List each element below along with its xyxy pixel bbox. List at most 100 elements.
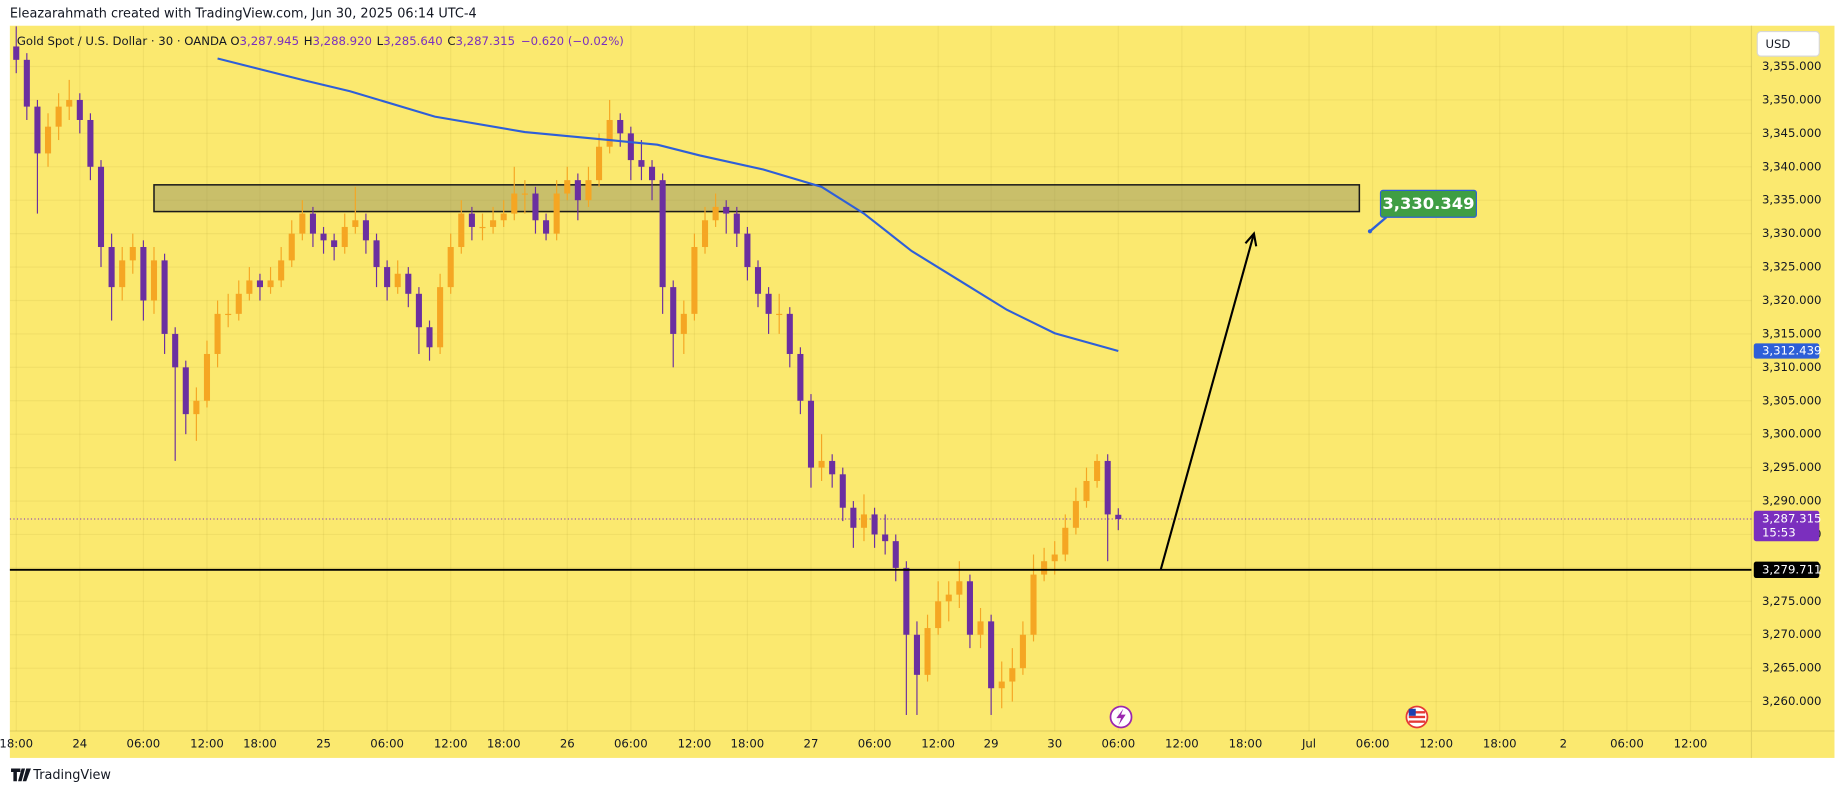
candle-body xyxy=(648,166,656,181)
ma-price-label: 3,312.439 xyxy=(1762,344,1821,358)
y-tick-label: 3,305.000 xyxy=(1762,393,1821,407)
candle-body xyxy=(945,594,952,602)
change: −0.620 (−0.02%) xyxy=(521,33,624,47)
candle-body xyxy=(235,293,242,314)
candle-body xyxy=(585,180,592,201)
ma-price-box xyxy=(1753,343,1820,359)
candle-body xyxy=(267,280,274,288)
candle-body xyxy=(659,180,666,288)
candle-body xyxy=(956,581,963,595)
x-tick-label: 06:00 xyxy=(370,736,404,750)
flag-stripe[interactable] xyxy=(1408,711,1426,714)
candle-body xyxy=(691,247,698,314)
candle-body xyxy=(712,206,719,221)
candle-body xyxy=(373,240,380,268)
candle-body xyxy=(913,634,920,675)
x-tick-label: 26 xyxy=(560,736,575,750)
candle-body xyxy=(606,119,613,147)
y-tick-label: 3,310.000 xyxy=(1762,360,1821,374)
candle-body xyxy=(76,99,83,120)
event-icon-bolt[interactable] xyxy=(1116,708,1126,726)
candle-body xyxy=(1051,554,1058,562)
x-tick-label: 30 xyxy=(1047,736,1062,750)
candle-body xyxy=(129,247,136,261)
candle-body xyxy=(415,293,422,328)
candle-body xyxy=(1019,634,1026,669)
x-tick-label: 12:00 xyxy=(434,736,468,750)
flag-stripe[interactable] xyxy=(1408,720,1426,723)
support-price-box xyxy=(1753,561,1820,579)
candle-body xyxy=(521,193,528,195)
x-tick-label: Jul xyxy=(1301,736,1316,750)
candle-body xyxy=(882,534,889,542)
x-tick-label: 24 xyxy=(72,736,87,750)
y-tick-label: 3,295.000 xyxy=(1762,460,1821,474)
chart-background xyxy=(9,25,1835,758)
ohlc-key: H xyxy=(304,33,313,47)
x-tick-label: 06:00 xyxy=(1356,736,1390,750)
target-point xyxy=(1367,229,1373,234)
x-tick-label: 18:00 xyxy=(243,736,277,750)
y-tick-label: 3,300.000 xyxy=(1762,427,1821,441)
x-tick-label: 18:00 xyxy=(1483,736,1517,750)
candle-body xyxy=(744,233,751,268)
flag-canton[interactable] xyxy=(1408,708,1416,716)
currency[interactable]: USD xyxy=(1765,37,1790,51)
y-tick-label: 3,340.000 xyxy=(1762,159,1821,173)
x-tick-label: 06:00 xyxy=(1610,736,1644,750)
candle-body xyxy=(458,213,465,248)
candle-body xyxy=(998,681,1005,689)
candle-body xyxy=(150,260,158,301)
moving-average xyxy=(217,57,1119,353)
y-tick-label: 3,320.000 xyxy=(1762,293,1821,307)
candle-body xyxy=(701,220,709,248)
candle-body xyxy=(903,567,910,635)
candle-body xyxy=(66,99,73,107)
currency-box[interactable] xyxy=(1756,30,1820,57)
candle-body xyxy=(172,333,179,368)
candle-body xyxy=(225,313,232,316)
candle-body xyxy=(860,514,868,528)
y-tick-label: 3,260.000 xyxy=(1762,694,1821,708)
candle-body xyxy=(1083,480,1090,502)
x-tick-label: 2 xyxy=(1560,736,1567,750)
candle-body xyxy=(966,581,973,635)
candle-body xyxy=(733,213,740,234)
x-tick-label: 29 xyxy=(984,736,999,750)
candle-body xyxy=(161,260,168,334)
ohlc-value: 3,287.315 xyxy=(456,33,515,47)
candle-body xyxy=(44,126,52,154)
candle-body xyxy=(680,313,687,334)
x-tick-label: 18:00 xyxy=(487,736,521,750)
candle-body xyxy=(1041,561,1048,575)
x-tick-label: 06:00 xyxy=(614,736,648,750)
candle-body xyxy=(754,267,762,294)
candle-body xyxy=(850,507,857,528)
ohlc-value: 3,288.920 xyxy=(313,33,372,47)
event-icon[interactable] xyxy=(1109,705,1133,729)
flag-stripe[interactable] xyxy=(1408,715,1426,719)
arrow-head xyxy=(1244,231,1258,247)
y-tick-label: 3,355.000 xyxy=(1762,59,1821,73)
candles xyxy=(13,26,1122,715)
candle-body xyxy=(988,621,995,689)
footer-logo xyxy=(11,768,31,782)
candle-body xyxy=(818,460,825,468)
y-tick-label: 3,290.000 xyxy=(1762,494,1821,508)
candle-body xyxy=(1072,501,1079,528)
flag-icon[interactable] xyxy=(1405,705,1429,729)
candle-body xyxy=(1094,460,1101,481)
candle-body xyxy=(553,193,560,234)
candle-body xyxy=(1104,460,1111,515)
candle-body xyxy=(935,601,942,629)
candle-body xyxy=(532,193,539,221)
candle-body xyxy=(34,106,41,154)
candle-body xyxy=(193,400,200,415)
target-box xyxy=(1379,189,1477,218)
last-price-box xyxy=(1753,510,1820,542)
y-tick-label: 3,335.000 xyxy=(1762,193,1821,207)
candle-body xyxy=(447,247,454,288)
candle-body xyxy=(511,193,518,214)
y-tick-label: 3,315.000 xyxy=(1762,326,1821,340)
candle-body xyxy=(564,180,571,194)
